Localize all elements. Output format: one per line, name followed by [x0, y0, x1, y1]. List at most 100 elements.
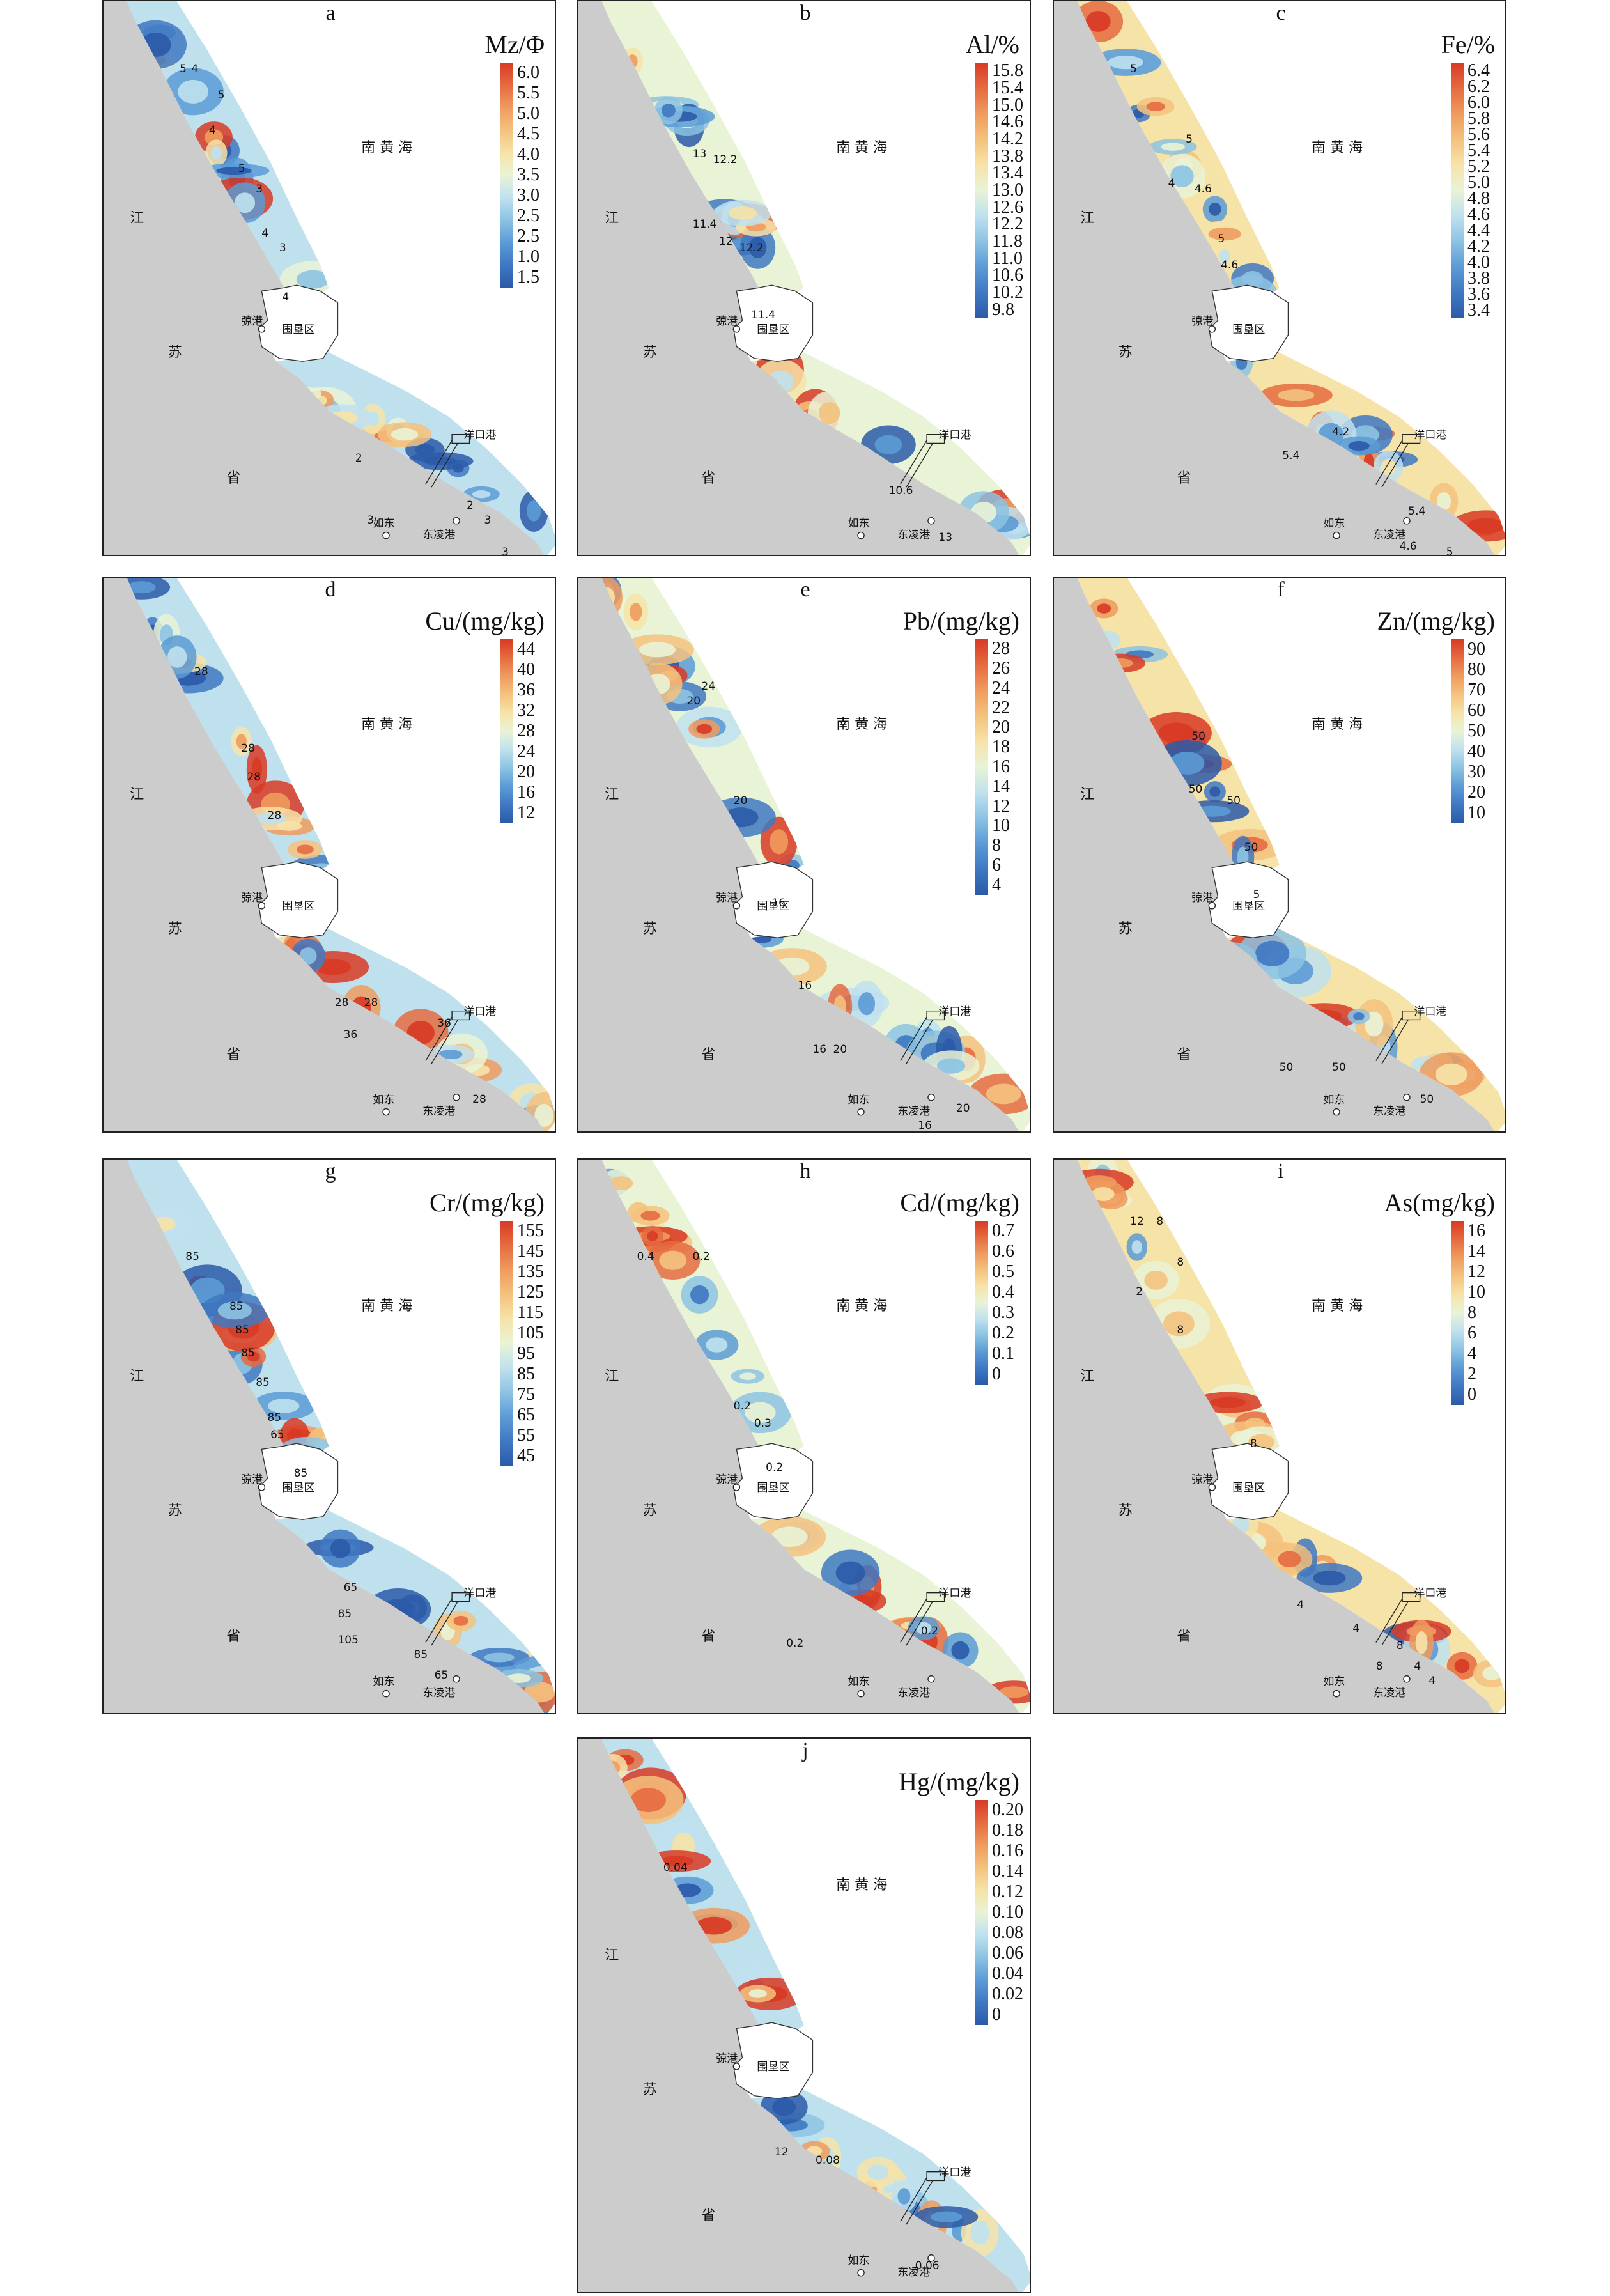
variable-title: Al/%: [965, 30, 1019, 59]
yaogang-marker: [732, 325, 741, 333]
variable-title: Cu/(mg/kg): [425, 607, 545, 635]
colorbar-tick-label: 20: [1467, 782, 1485, 802]
contour-value-label: 0.04: [663, 1861, 688, 1875]
province-label-jiang: 江: [130, 1368, 144, 1385]
map-svg: [104, 578, 555, 1131]
colorbar-tick-label: 30: [1467, 762, 1485, 782]
colorbar-tick-label: 16: [1467, 1221, 1485, 1241]
colorbar-tick-label: 11.8: [992, 231, 1023, 251]
panel-f: f Zn/(mg/kg) 南 黄 海江苏省 围垦区 弶港 洋口港 如东 东凌港 50 50 50 50…: [1053, 577, 1506, 1133]
colorbar: [975, 1221, 988, 1385]
donglinggang-marker: [453, 1675, 460, 1683]
contour-core: [1097, 603, 1111, 614]
panel-i: i As(mg/kg) 南 黄 海江苏省围垦区 弶港 洋口港 如东 东凌港 12 8 8 2 8 8 4 4…: [1053, 1158, 1506, 1714]
colorbar: [1451, 639, 1464, 823]
contour-value-label: 85: [229, 1299, 244, 1313]
reclamation-label: 围垦区: [282, 1482, 315, 1495]
colorbar-tick-label: 6.2: [1467, 76, 1490, 97]
reclamation-label: 围垦区: [757, 2061, 790, 2074]
colorbar-tick-label: 28: [517, 721, 535, 741]
colorbar-tick-label: 22: [992, 697, 1010, 718]
contour-core: [251, 757, 262, 782]
yangkou-label: 洋口港: [1414, 1587, 1447, 1601]
colorbar-tick-label: 44: [517, 639, 535, 659]
colorbar-tick-label: 3.0: [517, 185, 539, 205]
contour-core: [1085, 11, 1111, 32]
port-jetty-line: [1375, 440, 1403, 485]
contour-core: [1209, 202, 1221, 216]
contour-core: [267, 1399, 300, 1413]
donglinggang-label: 东凌港: [897, 528, 931, 541]
contour-value-label: 0.3: [754, 1417, 771, 1431]
rudong-label: 如东: [848, 1675, 870, 1688]
province-label-su: 苏: [642, 921, 657, 938]
province-label-su: 苏: [1118, 1503, 1133, 1519]
colorbar-tick-label: 6: [992, 855, 1001, 875]
donglinggang-label: 东凌港: [897, 1686, 931, 1700]
contour-value-label: 28: [241, 741, 255, 755]
contour-value-label: 20: [833, 1043, 848, 1057]
colorbar-tick-label: 12: [1467, 1262, 1485, 1282]
port-jetty-line: [906, 443, 933, 488]
contour-core: [739, 1372, 757, 1380]
colorbar-tick-label: 4: [992, 874, 1001, 895]
contour-core: [330, 1539, 351, 1558]
colorbar-tick-label: 26: [992, 658, 1010, 679]
donglinggang-marker: [1403, 1675, 1411, 1683]
contour-value-label: 4: [191, 63, 199, 76]
rudong-label: 如东: [373, 1093, 395, 1106]
panel-letter: i: [1278, 1160, 1284, 1183]
colorbar-tick-label: 45: [517, 1446, 535, 1466]
yaogang-label: 弶港: [716, 2052, 738, 2065]
colorbar-tick-label: 145: [517, 1241, 544, 1261]
colorbar: [500, 1221, 513, 1466]
yangkou-label: 洋口港: [938, 1587, 971, 1601]
province-label-sheng: 省: [226, 1047, 241, 1064]
contour-value-label: 50: [1420, 1093, 1434, 1106]
contour-core: [527, 500, 541, 522]
contour-value-label: 85: [293, 1466, 308, 1480]
land-area: [104, 1160, 545, 1713]
rudong-marker: [1333, 1108, 1340, 1116]
donglinggang-label: 东凌港: [422, 1105, 456, 1118]
map-svg: [104, 1, 555, 555]
panel-a: a Mz/Φ 南 黄 海江苏省围垦区 弶港 洋口港 如东 东凌港 5 4 5 4 5 3 4 3 4 2 3 2 3 3…: [102, 0, 556, 556]
reclamation-label: 围垦区: [757, 900, 790, 913]
contour-value-label: 28: [247, 771, 261, 784]
colorbar-tick-label: 0.7: [992, 1221, 1014, 1241]
colorbar-tick-label: 65: [517, 1405, 535, 1425]
contour-value-label: 20: [956, 1101, 970, 1115]
colorbar-tick-label: 6.0: [517, 63, 539, 82]
colorbar-tick-label: 2.5: [517, 226, 539, 246]
yangkou-label: 洋口港: [1414, 1005, 1447, 1019]
yaogang-label: 弶港: [241, 314, 263, 328]
colorbar-tick-label: 10.6: [992, 265, 1023, 286]
province-label-jiang: 江: [605, 1368, 619, 1385]
colorbar-tick-label: 75: [517, 1385, 535, 1404]
colorbar-tick-label: 16: [992, 757, 1010, 777]
contour-value-label: 2: [355, 452, 362, 465]
contour-value-label: 28: [472, 1093, 486, 1106]
contour-core: [247, 1351, 260, 1362]
contour-value-label: 85: [185, 1250, 199, 1263]
province-label-jiang: 江: [130, 210, 144, 226]
contour-core: [1161, 143, 1185, 151]
contour-value-label: 4.6: [1221, 259, 1239, 272]
contour-value-label: 5: [1253, 888, 1260, 901]
reclamation-label: 围垦区: [757, 323, 790, 337]
contour-core: [234, 192, 256, 213]
contour-value-label: 50: [1227, 794, 1241, 807]
colorbar-tick-label: 12: [517, 803, 535, 823]
colorbar-tick-label: 0.4: [992, 1282, 1014, 1302]
rudong-marker: [857, 1108, 865, 1116]
contour-value-label: 5: [1446, 546, 1453, 556]
contour-value-label: 28: [364, 997, 378, 1010]
donglinggang-marker: [927, 1094, 935, 1101]
map-svg: [1054, 1, 1505, 555]
rudong-marker: [857, 2269, 865, 2277]
colorbar-tick-label: 12: [992, 796, 1010, 816]
donglinggang-marker: [927, 1675, 935, 1683]
land-area: [104, 1, 545, 555]
colorbar-tick-label: 6.4: [1467, 60, 1490, 81]
contour-core: [1415, 1631, 1428, 1654]
